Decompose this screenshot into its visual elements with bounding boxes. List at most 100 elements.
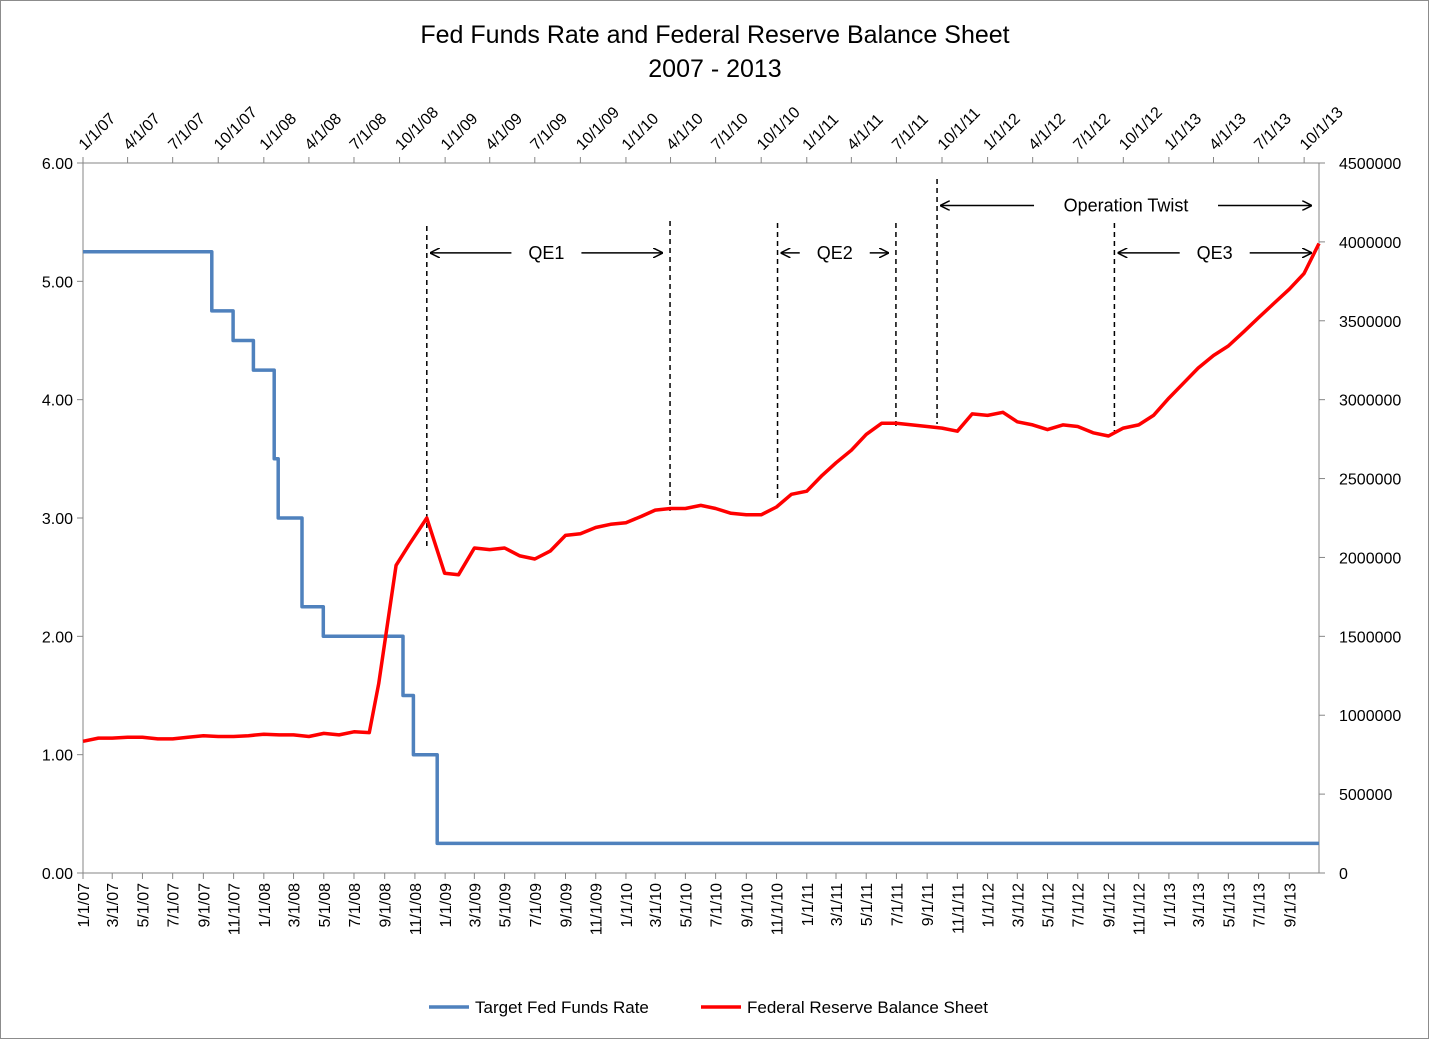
x-top-tick-label: 1/1/12 [980,110,1024,154]
chart-subtitle: 2007 - 2013 [648,55,781,83]
x-top-tick-label: 4/1/07 [120,110,164,154]
x-bottom-tick-label: 5/1/10 [678,883,695,928]
x-bottom-tick-label: 3/1/09 [467,883,484,928]
qe3-label: QE3 [1197,243,1233,263]
y-left-tick-label: 3.00 [42,511,73,528]
x-bottom-tick-label: 1/1/12 [981,883,998,928]
x-bottom-tick-label: 3/1/08 [287,883,304,928]
x-bottom-tick-label: 1/1/07 [76,883,93,928]
y-left-tick-label: 6.00 [42,156,73,173]
twist-label: Operation Twist [1064,196,1189,216]
legend: Target Fed Funds Rate Federal Reserve Bal… [429,998,988,1017]
x-bottom-tick-label: 9/1/10 [739,883,756,928]
x-top-tick-label: 7/1/13 [1251,110,1295,154]
x-bottom-tick-label: 7/1/12 [1071,883,1088,928]
x-bottom-tick-label: 11/1/10 [770,883,787,935]
x-bottom-tick-label: 9/1/08 [378,883,395,928]
x-top-tick-label: 7/1/11 [889,111,932,154]
x-bottom-tick-label: 9/1/11 [920,883,937,926]
x-bottom-tick-label: 7/1/10 [709,883,726,928]
y-left-tick-label: 0.00 [42,866,73,883]
x-bottom-tick-label: 3/1/11 [829,883,846,926]
x-bottom-tick-label: 7/1/08 [347,883,364,928]
y-right-tick-label: 500000 [1339,787,1392,804]
x-bottom-tick-label: 1/1/13 [1162,883,1179,928]
plot-area [82,162,1320,874]
x-bottom-tick-label: 5/1/13 [1221,883,1238,928]
qe1-label: QE1 [528,243,564,263]
y-right-tick-label: 3500000 [1339,314,1401,331]
x-top-tick-label: 4/1/09 [483,110,527,154]
x-bottom-tick-label: 9/1/13 [1282,883,1299,928]
y-right-tick-label: 0 [1339,866,1348,883]
x-bottom-tick-label: 5/1/08 [317,883,334,928]
legend-balance-sheet-label: Federal Reserve Balance Sheet [747,998,988,1017]
x-top-tick-label: 10/1/12 [1116,104,1166,154]
x-top-tick-label: 1/1/13 [1162,110,1206,154]
y-right-tick-label: 2500000 [1339,472,1401,489]
x-top-tick-label: 7/1/10 [708,110,752,154]
x-bottom-tick-label: 5/1/11 [859,883,876,926]
series-line-balance-sheet [82,242,1321,744]
x-bottom-tick-label: 5/1/07 [135,883,152,928]
x-top-tick-label: 7/1/07 [165,110,209,154]
x-bottom-tick-label: 3/1/12 [1010,883,1027,928]
series-lines [82,242,1321,846]
y-right-tick-label: 1500000 [1339,629,1401,646]
x-bottom-tick-label: 9/1/07 [196,883,213,928]
x-top-tick-label: 1/1/10 [619,110,663,154]
y-right-tick-label: 3000000 [1339,393,1401,410]
x-top-tick-label: 10/1/08 [392,104,442,154]
x-top-tick-label: 4/1/10 [663,110,707,154]
x-top-tick-label: 4/1/12 [1025,110,1069,154]
annotations: QE1 QE2 Operation Twist QE3 [426,179,1311,546]
chart-title: Fed Funds Rate and Federal Reserve Balan… [420,21,1009,49]
x-bottom-tick-label: 1/1/11 [800,883,817,926]
x-bottom-tick-label: 7/1/11 [889,883,906,926]
x-top-tick-label: 10/1/09 [573,104,623,154]
y-right-tick-label: 4500000 [1339,156,1401,173]
y-left-tick-label: 5.00 [42,274,73,291]
y-right-tick-label: 4000000 [1339,235,1401,252]
qe2-label: QE2 [817,243,853,263]
x-top-tick-label: 1/1/11 [800,111,843,154]
y-left-tick-label: 4.00 [42,393,73,410]
y-left-tick-label: 1.00 [42,748,73,765]
x-bottom-tick-label: 3/1/13 [1191,883,1208,928]
x-top-tick-label: 10/1/11 [935,105,984,154]
x-bottom-tick-label: 9/1/12 [1101,883,1118,928]
series-line-fed-funds-rate [83,250,1319,846]
x-bottom-tick-label: 1/1/10 [619,883,636,928]
x-top-tick-label: 7/1/12 [1071,110,1115,154]
legend-fed-funds-rate-label: Target Fed Funds Rate [475,998,649,1017]
x-top-tick-label: 7/1/09 [528,110,572,154]
x-bottom-tick-label: 11/1/07 [227,883,244,935]
x-bottom-tick-label: 7/1/07 [166,883,183,928]
x-bottom-tick-label: 9/1/09 [559,883,576,928]
x-bottom-tick-label: 3/1/07 [105,883,122,928]
x-bottom-tick-label: 11/1/08 [408,883,425,935]
y-right-tick-label: 1000000 [1339,708,1401,725]
x-bottom-tick-label: 1/1/09 [438,883,455,928]
x-top-tick-label: 10/1/13 [1297,104,1347,154]
x-top-tick-label: 4/1/08 [302,110,346,154]
x-top-tick-label: 10/1/10 [754,104,804,154]
x-top-tick-label: 4/1/13 [1206,110,1250,154]
x-top-tick-label: 1/1/09 [438,110,482,154]
x-top-tick-label: 1/1/08 [257,110,301,154]
x-top-tick-label: 7/1/08 [347,110,391,154]
x-top-tick-label: 1/1/07 [76,110,120,154]
x-top-tick-label: 10/1/07 [211,104,261,154]
x-bottom-tick-label: 11/1/11 [950,883,967,934]
x-top-tick-label: 4/1/11 [844,111,887,154]
x-bottom-tick-label: 7/1/13 [1252,883,1269,928]
x-bottom-tick-label: 3/1/10 [648,883,665,928]
x-bottom-tick-label: 7/1/09 [528,883,545,928]
x-bottom-tick-label: 5/1/09 [498,883,515,928]
x-bottom-tick-label: 11/1/12 [1132,883,1149,935]
y-left-tick-label: 2.00 [42,629,73,646]
y-right-tick-label: 2000000 [1339,550,1401,567]
x-bottom-tick-label: 5/1/12 [1041,883,1058,928]
